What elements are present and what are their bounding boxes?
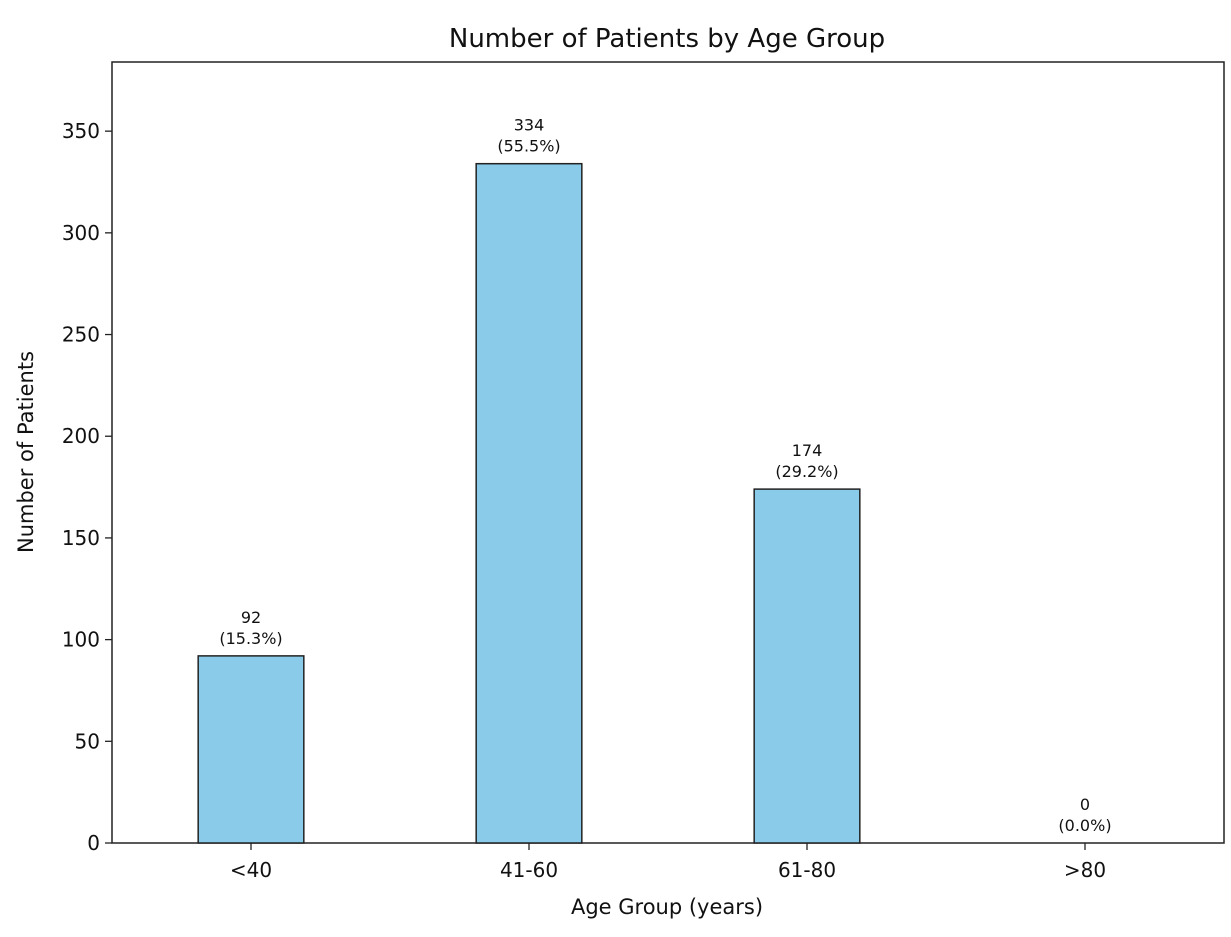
data-label-percent: (55.5%) — [497, 137, 560, 156]
y-axis-label: Number of Patients — [14, 351, 38, 553]
x-tick-label: >80 — [1064, 858, 1106, 882]
y-tick-label: 200 — [62, 424, 100, 448]
y-axis: 0 50 100 150 200 250 300 350 — [62, 119, 112, 855]
x-axis: <40 41-60 61-80 >80 — [230, 843, 1106, 882]
y-tick-label: 300 — [62, 221, 100, 245]
data-label-percent: (0.0%) — [1058, 816, 1111, 835]
data-label-percent: (29.2%) — [775, 462, 838, 481]
plot-frame — [111, 61, 1225, 844]
bar — [197, 655, 305, 844]
y-tick-label: 100 — [62, 628, 100, 652]
data-label-value: 174 — [792, 441, 823, 460]
data-label-value: 334 — [514, 116, 545, 135]
y-tick-label: 150 — [62, 526, 100, 550]
x-tick-label: 41-60 — [500, 858, 558, 882]
y-tick-label: 0 — [87, 831, 100, 855]
data-label-value: 92 — [241, 608, 261, 627]
data-label-percent: (15.3%) — [219, 629, 282, 648]
bar — [753, 488, 861, 844]
y-tick-label: 350 — [62, 119, 100, 143]
bar — [475, 162, 583, 844]
x-tick-label: 61-80 — [778, 858, 836, 882]
chart-title: Number of Patients by Age Group — [449, 24, 885, 54]
x-tick-label: <40 — [230, 858, 272, 882]
data-label-value: 0 — [1080, 795, 1090, 814]
bars: 92 (15.3%) 334 (55.5%) 174 (29.2%) 0 (0.0%) — [197, 116, 1112, 844]
x-axis-label: Age Group (years) — [571, 895, 763, 919]
y-tick-label: 250 — [62, 323, 100, 347]
y-tick-label: 50 — [75, 729, 100, 753]
